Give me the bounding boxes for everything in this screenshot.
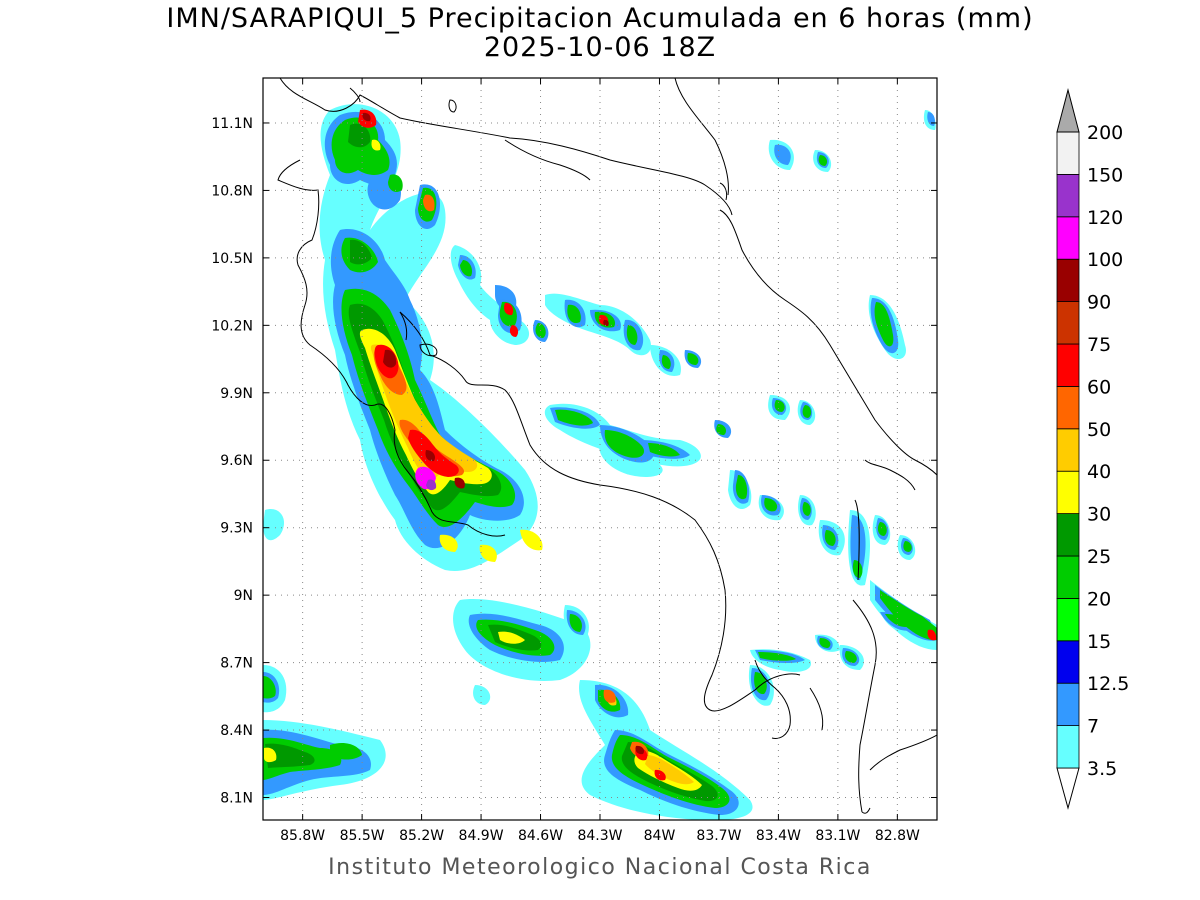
- chart-subtitle: 2025-10-06 18Z: [483, 32, 717, 63]
- legend-label: 3.5: [1087, 758, 1117, 780]
- legend-label: 25: [1087, 546, 1111, 568]
- legend-swatch: [1056, 598, 1080, 642]
- x-axis: 85.8W 85.5W 85.2W 84.9W 84.6W 84.3W 84W 83.7W 83…: [280, 78, 920, 844]
- legend-swatch: [1056, 682, 1080, 727]
- legend-label: 150: [1087, 164, 1123, 186]
- legend-min-arrow: [1056, 767, 1080, 810]
- legend-swatch: [1056, 725, 1080, 769]
- legend-swatch: [1056, 343, 1080, 387]
- y-tick-label: 11.1N: [211, 116, 253, 132]
- legend-label: 12.5: [1087, 673, 1129, 695]
- x-tick-label: 85.8W: [280, 828, 325, 844]
- x-tick-label: 83.4W: [756, 828, 801, 844]
- legend-swatch: [1056, 173, 1080, 218]
- y-tick-label: 8.1N: [220, 791, 253, 807]
- chart-title: IMN/SARAPIQUI_5 Precipitacion Acumulada …: [166, 3, 1034, 34]
- x-tick-label: 83.1W: [815, 828, 860, 844]
- legend-label: 75: [1087, 334, 1111, 356]
- legend-label: 15: [1087, 631, 1111, 653]
- legend-label: 50: [1087, 419, 1111, 441]
- y-tick-label: 8.7N: [220, 656, 253, 672]
- x-tick-label: 84.3W: [577, 828, 622, 844]
- legend-swatch: [1056, 131, 1080, 175]
- x-tick-label: 84.6W: [518, 828, 563, 844]
- y-tick-label: 10.8N: [211, 183, 253, 199]
- y-tick-label: 9.6N: [220, 453, 253, 469]
- legend-label: 40: [1087, 461, 1111, 483]
- legend-label: 30: [1087, 504, 1111, 526]
- legend-label: 60: [1087, 376, 1111, 398]
- legend-label: 20: [1087, 588, 1111, 610]
- x-tick-label: 83.7W: [696, 828, 741, 844]
- legend-swatch: [1056, 640, 1080, 684]
- legend-swatch: [1056, 428, 1080, 472]
- x-tick-label: 85.2W: [399, 828, 444, 844]
- y-tick-label: 9.3N: [220, 521, 253, 537]
- legend-label: 90: [1087, 292, 1111, 314]
- x-tick-label: 84W: [644, 828, 676, 844]
- legend-label: 120: [1087, 207, 1123, 229]
- legend-label: 7: [1087, 716, 1099, 738]
- map-grid: [263, 78, 937, 820]
- precipitation-field: [263, 104, 937, 820]
- x-tick-label: 85.5W: [340, 828, 385, 844]
- color-legend: 3.5 7 12.5 15 20 25 30 40 50 60 75 90 100 120 150 200: [1056, 88, 1129, 810]
- y-tick-label: 10.2N: [211, 318, 253, 334]
- precip-layer-40: [370, 344, 694, 785]
- y-tick-label: 10.5N: [211, 251, 253, 267]
- coastline: [277, 78, 937, 814]
- legend-max-arrow: [1056, 88, 1080, 133]
- y-tick-label: 9.9N: [220, 386, 253, 402]
- y-tick-label: 9N: [234, 588, 253, 604]
- legend-swatch: [1056, 216, 1080, 260]
- y-axis: 11.1N 10.8N 10.5N 10.2N 9.9N 9.6N 9.3N 9N 8.7N 8.…: [211, 116, 937, 807]
- legend-label: 200: [1087, 122, 1123, 144]
- legend-swatch: [1056, 555, 1080, 599]
- x-tick-label: 84.9W: [459, 828, 504, 844]
- legend-label: 100: [1087, 249, 1123, 271]
- legend-swatch: [1056, 258, 1080, 303]
- credit-line: Instituto Meteorologico Nacional Costa R…: [328, 855, 872, 880]
- x-tick-label: 82.8W: [875, 828, 920, 844]
- precip-layer-120: [415, 466, 437, 491]
- legend-swatch: [1056, 513, 1080, 557]
- precip-layer-90: [362, 112, 645, 755]
- legend-swatch: [1056, 301, 1080, 345]
- legend-swatch: [1056, 470, 1080, 515]
- legend-swatch: [1056, 385, 1080, 430]
- y-tick-label: 8.4N: [220, 723, 253, 739]
